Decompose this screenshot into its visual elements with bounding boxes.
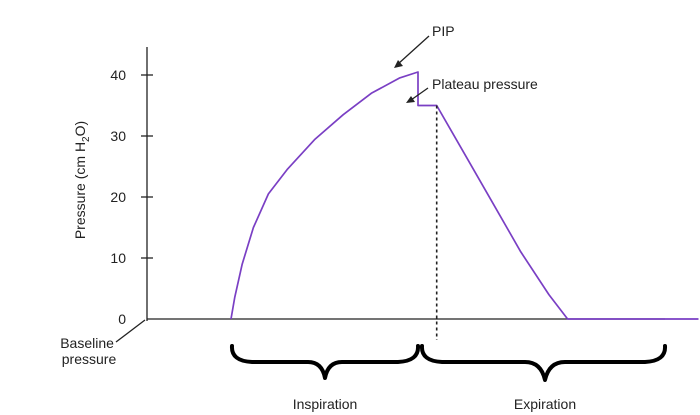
pip-arrow-shaft bbox=[397, 35, 430, 65]
expiration-brace bbox=[419, 344, 668, 382]
y-tick-label: 10 bbox=[110, 250, 126, 266]
inspiration-label: Inspiration bbox=[293, 396, 358, 412]
plateau-arrow-shaft bbox=[410, 87, 429, 101]
y-axis-label-subscript: 2 bbox=[81, 136, 92, 142]
plateau-pressure-label: Plateau pressure bbox=[432, 76, 538, 92]
plateau-arrow-head bbox=[406, 96, 415, 103]
baseline-arrow bbox=[115, 319, 146, 343]
y-tick-label: 40 bbox=[110, 67, 126, 83]
pip-arrow-head bbox=[394, 60, 403, 68]
pressure-curve bbox=[230, 71, 699, 320]
baseline-pressure-label: Baseline pressure bbox=[60, 335, 118, 367]
pip-label: PIP bbox=[432, 23, 455, 39]
expiration-label: Expiration bbox=[514, 396, 576, 412]
y-ticks: 0 10 20 30 40 bbox=[110, 67, 153, 327]
inspiration-brace bbox=[229, 344, 421, 380]
y-tick-label: 30 bbox=[110, 128, 126, 144]
y-axis-label: Pressure (cm H2O) bbox=[72, 121, 92, 239]
y-tick-label: 20 bbox=[110, 189, 126, 205]
y-tick-label: 0 bbox=[118, 311, 126, 327]
